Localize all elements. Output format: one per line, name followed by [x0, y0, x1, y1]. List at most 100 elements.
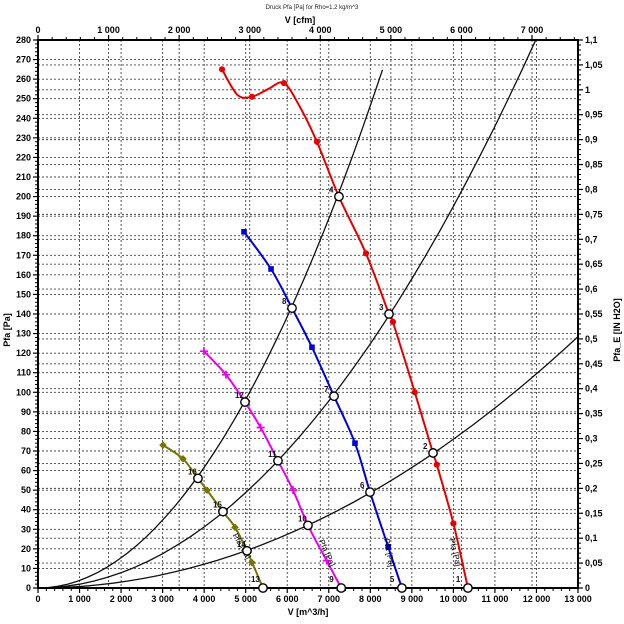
- fan-curve-4-marker: [231, 523, 239, 532]
- fan-curve-4: [162, 444, 264, 589]
- operating-point-number-11: 11: [268, 450, 277, 459]
- bottom-tick-label: 1 000: [68, 594, 91, 604]
- left-tick-label: 10: [21, 563, 31, 573]
- plot-area: Pfa [Pa]Pfa [Pa]Pfa [Pa]Pfa [Pa]0 1 000 2 …: [16, 25, 603, 604]
- operating-point-10[interactable]: [303, 520, 313, 531]
- bottom-tick-label: 0: [35, 594, 40, 604]
- bottom-tick-label: 5 000: [234, 594, 257, 604]
- right-tick-label: 0,65: [585, 259, 603, 269]
- left-tick-label: 140: [16, 309, 31, 319]
- top-tick-label: 1 000: [97, 25, 120, 35]
- operating-point-8[interactable]: [287, 303, 297, 314]
- right-tick-label: 0,45: [585, 359, 603, 369]
- fan-curve-1-marker: [248, 93, 256, 100]
- operating-point-number-6: 6: [360, 481, 365, 490]
- left-tick-label: 90: [21, 407, 31, 417]
- operating-point-4[interactable]: [334, 191, 344, 202]
- fan-curve-2-marker: [352, 440, 358, 446]
- left-tick-label: 270: [16, 55, 31, 65]
- fan-curve-2-label: Pfa [Pa]: [382, 538, 396, 568]
- operating-point-number-16: 16: [188, 467, 197, 476]
- operating-point-11[interactable]: [273, 455, 283, 466]
- bottom-tick-label: 9 000: [401, 594, 424, 604]
- bottom-tick-label: 12 000: [523, 594, 551, 604]
- operating-point-number-3: 3: [379, 303, 384, 312]
- operating-point-2[interactable]: [428, 448, 438, 458]
- operating-point-6[interactable]: [365, 487, 375, 497]
- fan-curve-2-marker: [268, 266, 274, 272]
- bottom-tick-label: 7 000: [318, 594, 341, 604]
- left-tick-label: 260: [16, 74, 31, 84]
- left-tick-label: 80: [21, 426, 31, 436]
- right-tick-label: 0,95: [585, 110, 603, 120]
- left-tick-label: 100: [16, 387, 31, 397]
- right-tick-label: 1,1: [585, 35, 598, 45]
- left-tick-label: 220: [16, 152, 31, 162]
- left-tick-label: 60: [21, 466, 31, 476]
- operating-point-3[interactable]: [384, 309, 394, 319]
- right-tick-label: 0,8: [585, 184, 598, 194]
- left-tick-label: 50: [21, 485, 31, 495]
- fan-curve-4-marker: [248, 558, 256, 567]
- top-tick-label: 3 000: [238, 25, 261, 35]
- top-tick-label: 5 000: [380, 25, 403, 35]
- fan-curve-4-marker: [203, 486, 211, 494]
- right-tick-label: 1,05: [585, 60, 603, 70]
- top-tick-label: 6 000: [450, 25, 473, 35]
- right-tick-label: 1: [585, 85, 590, 95]
- top-tick-label: 4 000: [309, 25, 332, 35]
- right-tick-label: 0,2: [585, 483, 598, 493]
- operating-point-5[interactable]: [396, 583, 407, 593]
- left-tick-label: 30: [21, 524, 31, 534]
- left-tick-label: 240: [16, 113, 31, 123]
- fan-curve-1-marker: [389, 318, 397, 325]
- fan-curve-4-marker: [159, 441, 167, 449]
- operating-point-7[interactable]: [329, 391, 339, 402]
- system-curve-3: [37, 336, 579, 589]
- fan-curve-2-marker: [309, 344, 315, 351]
- left-tick-label: 150: [16, 289, 31, 299]
- bottom-axis-label: V [m^3/h]: [288, 607, 329, 617]
- right-tick-label: 0,4: [585, 384, 598, 394]
- right-tick-label: 0,7: [585, 234, 598, 244]
- operating-point-1[interactable]: [463, 583, 473, 593]
- bottom-tick-label: 10 000: [440, 594, 468, 604]
- operating-point-12[interactable]: [240, 397, 250, 407]
- right-axis-label: Pfa_E [IN H2O]: [612, 298, 622, 362]
- left-tick-label: 70: [21, 446, 31, 456]
- left-axis-label: Pfa [Pa]: [2, 313, 12, 347]
- operating-point-9[interactable]: [336, 583, 347, 593]
- fan-curve-2-marker: [385, 544, 391, 550]
- operating-point-number-1: 1: [456, 575, 461, 584]
- left-tick-label: 110: [16, 368, 31, 378]
- operating-point-number-7: 7: [324, 385, 329, 394]
- fan-curve-3-marker: [322, 556, 331, 565]
- left-tick-label: 160: [16, 270, 31, 280]
- right-tick-label: 0,05: [585, 558, 603, 568]
- right-tick-label: 0,55: [585, 309, 603, 319]
- operating-point-number-14: 14: [237, 540, 246, 549]
- operating-point-13[interactable]: [258, 583, 268, 593]
- fan-curve-1-marker: [218, 66, 226, 73]
- operating-point-number-2: 2: [423, 442, 428, 451]
- right-tick-label: 0,6: [585, 284, 598, 294]
- left-tick-label: 120: [16, 348, 31, 358]
- chart-title: Druck Pfa [Pa] for Rho=1.2 kg/m^3: [266, 5, 359, 11]
- fan-curve-2-marker: [241, 229, 247, 235]
- operating-point-14[interactable]: [242, 545, 252, 556]
- fan-curve-1-marker: [313, 138, 321, 145]
- left-tick-label: 190: [16, 211, 31, 221]
- operating-point-15[interactable]: [218, 506, 228, 517]
- operating-point-16[interactable]: [193, 473, 203, 484]
- fan-curve-1-marker: [362, 250, 370, 257]
- top-tick-label: 7 000: [521, 25, 544, 35]
- left-tick-label: 130: [16, 329, 31, 339]
- bottom-tick-label: 11 000: [481, 594, 508, 604]
- fan-curve-3-marker: [256, 423, 265, 432]
- right-tick-label: 0,75: [585, 209, 603, 219]
- bottom-tick-label: 8 000: [359, 594, 382, 604]
- operating-point-number-4: 4: [329, 186, 334, 195]
- fan-curve-1-marker: [280, 79, 288, 87]
- left-tick-label: 40: [21, 505, 31, 515]
